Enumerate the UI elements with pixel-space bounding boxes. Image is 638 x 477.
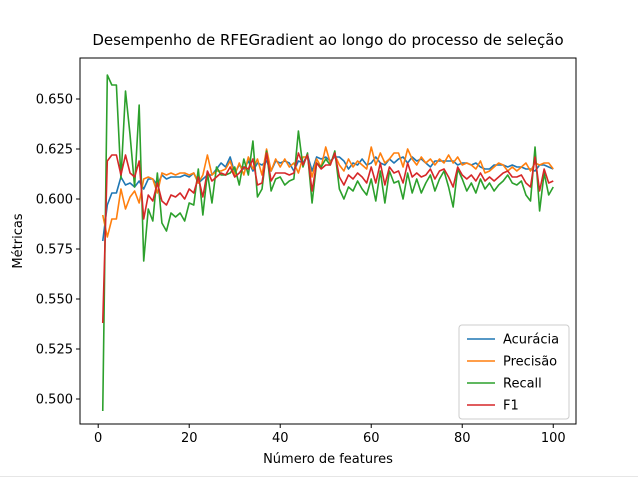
y-tick-label: 0.500 [36,393,73,408]
series-line-3 [101,74,554,412]
legend-box [458,324,570,420]
x-tick-label: 40 [272,431,289,446]
series-line-2 [101,146,554,238]
x-axis-label: Número de features [263,452,393,467]
legend-label: Acurácia [503,333,559,348]
legend: Acurácia Precisão Recall F1 [458,324,570,420]
y-tick-label: 0.550 [36,293,73,308]
x-tick-label: 100 [541,431,566,446]
y-axis-label: Métricas [11,213,26,268]
x-tick-label: 80 [454,431,471,446]
x-axis: 0 20 40 60 80 100 [94,424,566,446]
axes-frame [79,57,577,425]
legend-label: F1 [503,399,519,414]
y-tick-label: 0.650 [36,93,73,108]
plot-area [101,74,554,412]
x-tick-label: 0 [94,431,102,446]
y-axis: 0.500 0.525 0.550 0.575 0.600 0.625 0.650 [36,93,80,408]
y-tick-label: 0.525 [36,343,73,358]
y-tick-label: 0.625 [36,143,73,158]
chart-title: Desempenho de RFEGradient ao longo do pr… [92,31,563,49]
x-tick-label: 20 [181,431,198,446]
legend-label: Recall [503,377,542,392]
legend-label: Precisão [503,355,557,370]
x-tick-label: 60 [363,431,380,446]
series-line-4 [101,152,554,324]
y-tick-label: 0.575 [36,243,73,258]
y-tick-label: 0.600 [36,193,73,208]
